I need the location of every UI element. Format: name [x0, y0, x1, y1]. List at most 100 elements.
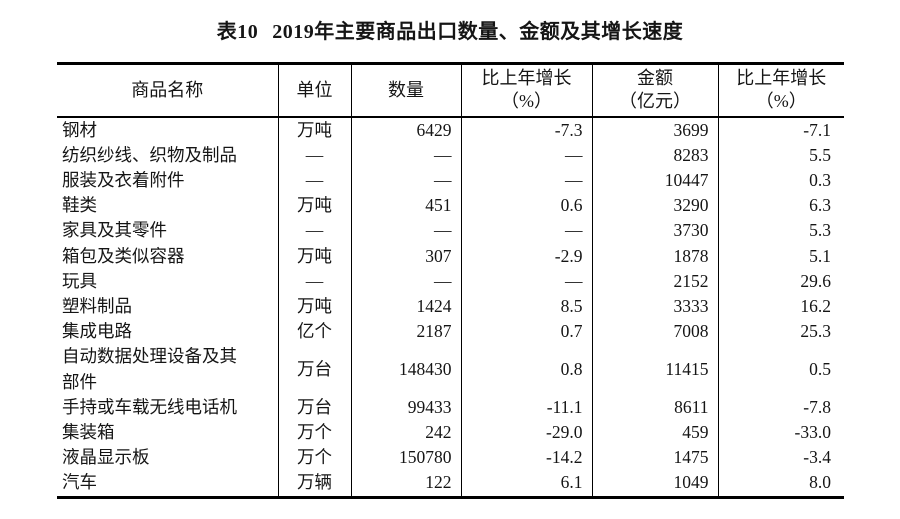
cell-unit: 万个 — [278, 445, 352, 471]
table-title: 表10 2019年主要商品出口数量、金额及其增长速度 — [0, 15, 900, 44]
cell-value-growth: -7.8 — [803, 396, 831, 417]
table-row: 钢材 万吨 6429 -7.3 3699 -7.1 — [57, 116, 844, 143]
cell-value: 459 — [592, 419, 719, 446]
cell-commodity-name: 钢材 — [57, 116, 279, 143]
cell-commodity-name: 纺织纱线、织物及制品 — [57, 142, 279, 168]
cell-quantity-growth: 0.8 — [461, 344, 593, 395]
cell-value-growth: -7.1 — [803, 119, 831, 140]
cell-value-growth: 6.3 — [809, 195, 831, 216]
cell-value-growth: 0.3 — [809, 169, 831, 190]
cell-value-growth: 5.5 — [809, 144, 831, 165]
table-title-text: 2019年主要商品出口数量、金额及其增长速度 — [272, 21, 684, 43]
cell-value: 1049 — [592, 470, 719, 498]
cell-value-growth: 5.3 — [809, 220, 831, 241]
cell-value-growth: 5.1 — [809, 245, 831, 266]
table-body: 钢材 万吨 6429 -7.3 3699 -7.1 纺织纱线、织物及制品 — —… — [57, 116, 844, 498]
cell-quantity: 1424 — [351, 293, 462, 320]
cell-commodity-name: 自动数据处理设备及其 部件 — [57, 344, 279, 395]
table-row: 纺织纱线、织物及制品 — — — 8283 5.5 — [57, 142, 844, 168]
column-header: 商品名称 — [57, 63, 279, 118]
cell-quantity-growth: — — [461, 167, 593, 194]
table-row: 箱包及类似容器 万吨 307 -2.9 1878 5.1 — [57, 243, 844, 269]
table-row: 自动数据处理设备及其 部件 万台 148430 0.8 11415 0.5 — [57, 344, 844, 395]
cell-quantity-growth: — — [461, 142, 593, 168]
cell-commodity-name: 玩具 — [57, 268, 279, 294]
cell-value: 3730 — [592, 218, 719, 244]
table-number: 表10 — [216, 21, 259, 43]
cell-value: 1475 — [592, 445, 719, 471]
cell-quantity-growth: 0.7 — [461, 319, 593, 345]
cell-unit: — — [278, 268, 352, 294]
table-row: 手持或车载无线电话机 万台 99433 -11.1 8611 -7.8 — [57, 394, 844, 420]
cell-quantity: 6429 — [351, 116, 462, 143]
table-row: 家具及其零件 — — — 3730 5.3 — [57, 218, 844, 244]
cell-value-growth: 0.5 — [809, 358, 831, 379]
cell-quantity-growth: 6.1 — [461, 470, 593, 498]
cell-quantity: — — [351, 268, 462, 294]
cell-value-growth: 25.3 — [800, 321, 831, 342]
cell-value-growth: 16.2 — [800, 295, 831, 316]
cell-value: 10447 — [592, 167, 719, 194]
table-row: 鞋类 万吨 451 0.6 3290 6.3 — [57, 193, 844, 219]
cell-value-growth: -3.4 — [803, 447, 831, 468]
cell-quantity: 122 — [351, 470, 462, 498]
cell-value: 3699 — [592, 116, 719, 143]
cell-commodity-name: 液晶显示板 — [57, 445, 279, 471]
cell-value: 11415 — [592, 344, 719, 395]
export-commodities-table-container: 商品名称 单位 数量 比上年增长 （%） 金额 （亿元） 比上年增长 （%） 钢材 万吨 … — [57, 62, 844, 499]
cell-commodity-name: 汽车 — [57, 470, 279, 498]
cell-quantity: 99433 — [351, 394, 462, 420]
cell-quantity-growth: -29.0 — [461, 419, 593, 446]
cell-unit: 万吨 — [278, 116, 352, 143]
cell-unit: 万吨 — [278, 243, 352, 269]
cell-value-growth: -33.0 — [794, 421, 831, 442]
cell-quantity-growth: 8.5 — [461, 293, 593, 320]
cell-value-growth: 8.0 — [809, 472, 831, 493]
cell-quantity: 242 — [351, 419, 462, 446]
cell-quantity-growth: -7.3 — [461, 116, 593, 143]
cell-quantity: 2187 — [351, 319, 462, 345]
table-row: 液晶显示板 万个 150780 -14.2 1475 -3.4 — [57, 445, 844, 471]
cell-value: 8283 — [592, 142, 719, 168]
cell-quantity: — — [351, 142, 462, 168]
table-row: 玩具 — — — 2152 29.6 — [57, 268, 844, 294]
table-row: 集成电路 亿个 2187 0.7 7008 25.3 — [57, 319, 844, 345]
table-row: 塑料制品 万吨 1424 8.5 3333 16.2 — [57, 293, 844, 320]
cell-quantity: — — [351, 218, 462, 244]
cell-quantity: 307 — [351, 243, 462, 269]
cell-value: 3290 — [592, 193, 719, 219]
cell-commodity-name: 集成电路 — [57, 319, 279, 345]
cell-unit: 万个 — [278, 419, 352, 446]
column-header: 单位 — [278, 63, 352, 118]
cell-quantity-growth: -14.2 — [461, 445, 593, 471]
cell-quantity-growth: — — [461, 268, 593, 294]
cell-quantity-growth: — — [461, 218, 593, 244]
cell-unit: 万台 — [278, 394, 352, 420]
cell-value: 8611 — [592, 394, 719, 420]
header-row: 商品名称 单位 数量 比上年增长 （%） 金额 （亿元） 比上年增长 （%） — [57, 63, 844, 118]
cell-quantity-growth: 0.6 — [461, 193, 593, 219]
cell-unit: 万吨 — [278, 193, 352, 219]
cell-quantity-growth: -11.1 — [461, 394, 593, 420]
cell-commodity-name: 家具及其零件 — [57, 218, 279, 244]
cell-commodity-name: 手持或车载无线电话机 — [57, 394, 279, 420]
cell-value: 3333 — [592, 293, 719, 320]
cell-commodity-name: 箱包及类似容器 — [57, 243, 279, 269]
cell-unit: 万台 — [278, 344, 352, 395]
cell-quantity: 150780 — [351, 445, 462, 471]
cell-unit: — — [278, 167, 352, 194]
export-commodities-table: 商品名称 单位 数量 比上年增长 （%） 金额 （亿元） 比上年增长 （%） 钢材 万吨 … — [57, 62, 844, 499]
cell-quantity: 148430 — [351, 344, 462, 395]
cell-commodity-name: 服装及衣着附件 — [57, 167, 279, 194]
cell-quantity: — — [351, 167, 462, 194]
cell-unit: — — [278, 218, 352, 244]
cell-quantity: 451 — [351, 193, 462, 219]
cell-commodity-name: 鞋类 — [57, 193, 279, 219]
table-row: 汽车 万辆 122 6.1 1049 8.0 — [57, 470, 844, 498]
column-header: 比上年增长 （%） — [718, 63, 844, 118]
cell-value: 1878 — [592, 243, 719, 269]
cell-commodity-name: 塑料制品 — [57, 293, 279, 320]
column-header: 数量 — [351, 63, 462, 118]
table-row: 集装箱 万个 242 -29.0 459 -33.0 — [57, 419, 844, 446]
cell-commodity-name: 集装箱 — [57, 419, 279, 446]
